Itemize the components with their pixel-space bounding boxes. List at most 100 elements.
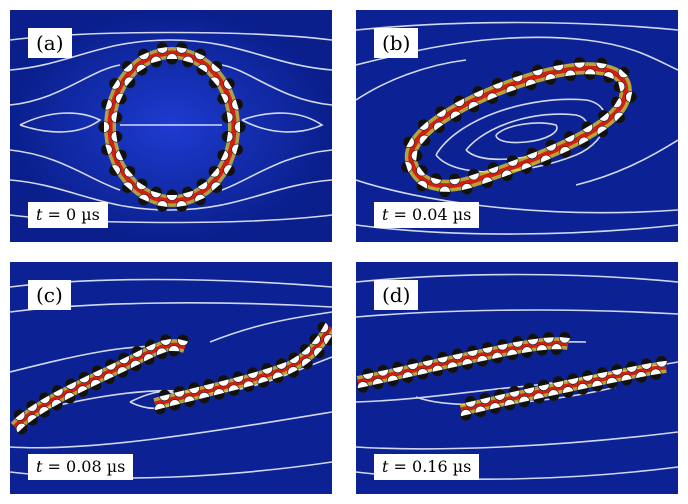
particle-cap [217,149,226,161]
particle-cap [506,353,518,361]
particle-cap [420,136,431,147]
particle-cap [196,178,207,188]
particle-cap [611,364,623,371]
particle-cap [452,348,463,356]
particle-cap [184,400,196,407]
particle-cap [121,61,132,71]
particle-cap [489,407,501,414]
particle-cap [131,346,143,355]
chain-segments [356,337,667,416]
particle-cap [567,373,579,380]
chain-segments [10,324,332,432]
particle-cap [494,389,506,397]
particle-cap [217,93,226,105]
particle-cap [203,378,215,386]
particle-cap [552,59,564,67]
particle-cap [150,186,162,194]
particle-cap [118,93,127,105]
particle-cap [603,75,614,83]
particle-cap [496,339,508,346]
particle-cap [182,186,194,194]
particle-cap [212,61,223,71]
particle-cap [451,113,462,123]
particle-cap [596,57,608,65]
particle-cap [533,397,545,404]
particle-cap [472,86,484,94]
particle-cap [13,409,24,419]
particle-cap [416,150,423,162]
particle-cap [629,91,637,103]
particle-cap [52,402,63,411]
particle-cap [487,162,499,170]
particle-cap [309,333,319,344]
particle-cap [138,48,149,57]
particle-cap [159,389,170,397]
particle-cap [479,392,491,400]
panel-c-time: t = 0.08 µs [28,454,134,480]
particle-cap [168,350,180,357]
particle-cap [64,395,76,404]
particle-cap [462,363,474,370]
particle-cap [315,348,325,359]
particle-cap [232,371,244,379]
particle-cap [434,124,445,134]
panel-c: (c) t = 0.08 µs [10,262,332,494]
particle-cap [288,369,299,378]
chain-ring [104,47,240,207]
particle-cap [176,42,188,49]
particle-cap [77,388,89,397]
particle-cap [208,78,218,88]
particle-cap [559,332,571,339]
particle-cap [507,155,518,163]
particle-cap [538,379,550,387]
particle-cap [91,382,102,391]
particle-cap [418,164,428,175]
particle-cap [477,359,488,367]
particle-cap [78,371,90,380]
particle-cap [377,365,389,372]
particle-cap [299,344,310,354]
particle-cap [437,351,448,359]
particle-cap [435,106,446,115]
particle-cap [416,183,427,192]
chain-loop [404,62,632,192]
particle-cap [403,136,412,147]
particle-cap [235,98,243,110]
particle-cap [449,173,461,180]
particle-cap [188,382,200,390]
particle-cap [126,166,136,176]
particle-cap [195,197,206,206]
particle-cap [619,66,630,77]
particle-cap [481,342,493,349]
particle-cap [536,349,548,356]
particle-cap [521,166,533,174]
particle-cap [491,356,503,364]
particle-cap [137,178,148,188]
particle-cap [145,339,156,348]
particle-cap [465,396,476,403]
particle-cap [144,356,155,365]
particle-cap [392,361,404,369]
particle-cap [430,173,442,181]
panel-d-label: (d) [374,280,419,310]
particle-cap [584,74,596,80]
particle-cap [182,60,194,68]
particle-cap [212,183,223,193]
particle-cap [432,369,444,377]
particle-ring [98,42,246,212]
particle-cap [176,205,188,212]
particle-cap [563,131,575,140]
particle-cap [156,351,168,359]
particle-cap [109,78,118,89]
particle-cap [208,166,218,176]
particle-cap [506,89,517,97]
particle-cap [117,369,129,378]
particle-cap [166,189,178,195]
particle-cap [275,358,287,366]
panel-a-time: t = 0 µs [28,202,108,228]
panel-a-label: (a) [28,28,72,58]
particle-cap [581,121,593,130]
particle-cap [228,388,240,396]
particle-cap [213,392,225,400]
particle-cap [577,387,589,395]
